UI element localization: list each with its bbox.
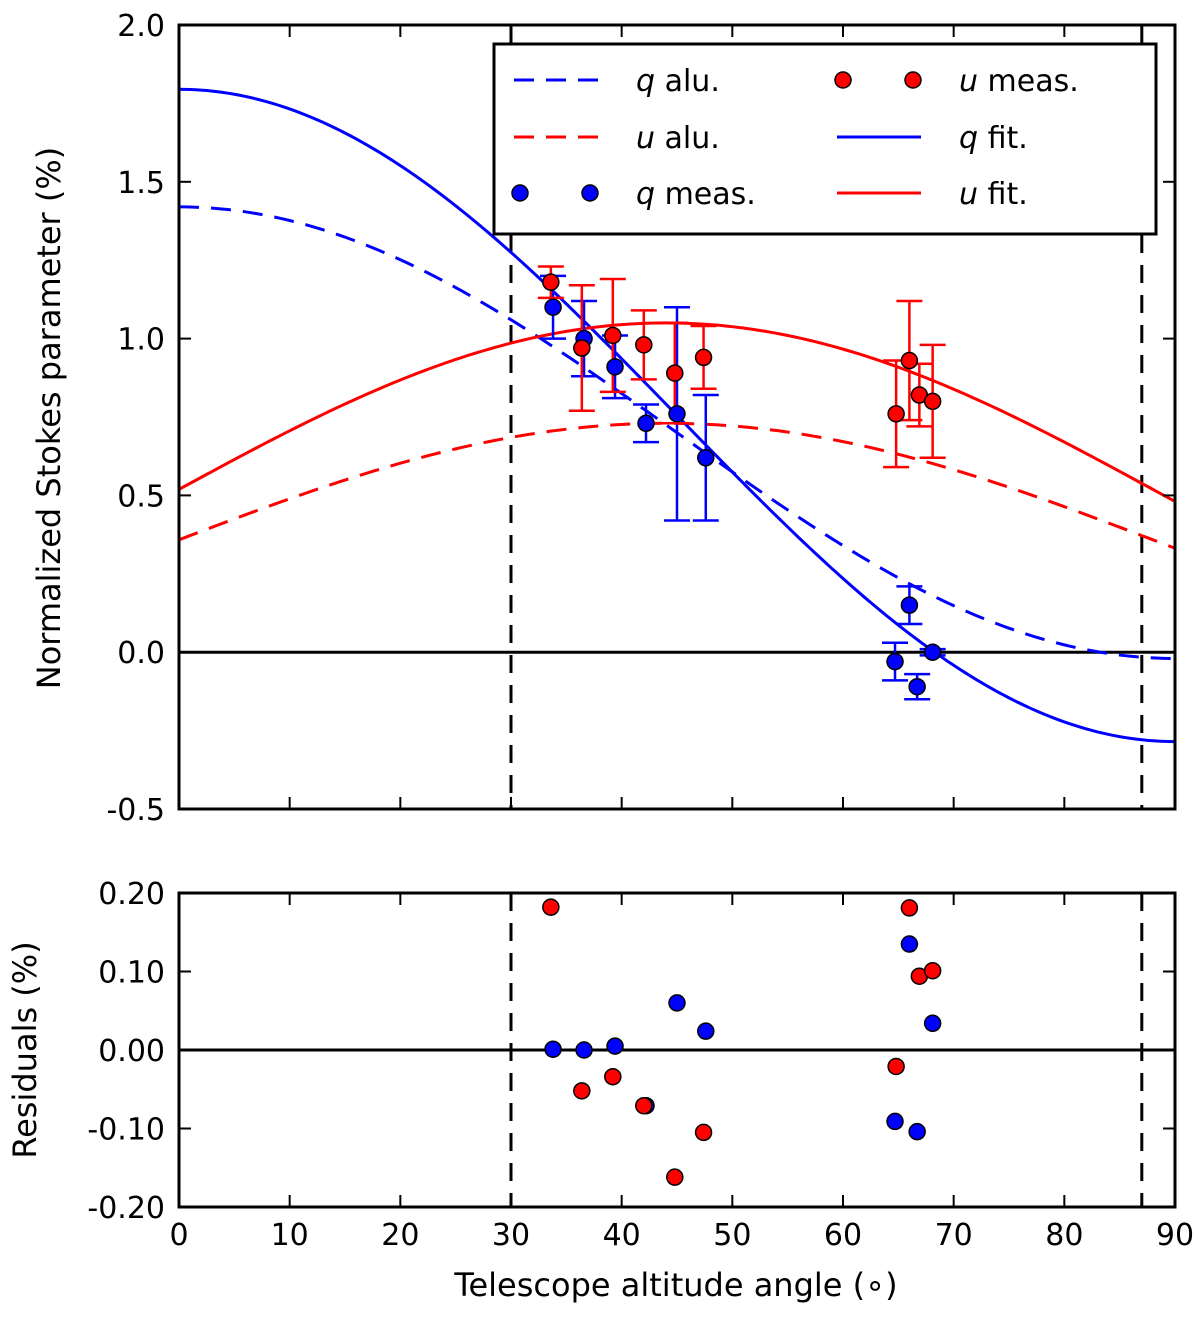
legend-label: u alu. [636,121,720,156]
y-tick-label: -0.5 [106,793,165,828]
u-point [635,336,653,354]
x-tick-label: 50 [713,1218,751,1253]
legend-text: meas. [655,177,756,212]
y-tick-label: 0.00 [98,1034,165,1069]
u-point [604,326,622,345]
q-point [606,358,624,376]
u-point [900,351,919,370]
q-point [908,677,926,696]
y-tick-label: 1.5 [117,166,165,201]
q-point [900,935,919,953]
legend-label: u fit. [959,177,1028,212]
q-point [544,298,562,316]
legend-text: alu. [655,64,720,99]
y-tick-label: 0.10 [98,956,165,991]
q-point [923,1014,942,1033]
u-point [887,1057,905,1076]
x-tick-label: 70 [935,1218,973,1253]
y-tick-label: -0.10 [87,1113,165,1148]
u-point [573,1082,591,1100]
u-point [900,899,919,917]
u-point [635,1096,653,1115]
u-point [923,961,942,980]
q-point [606,1037,624,1055]
top-panel: 2.01.51.00.50.0-0.5q alu.u alu.q meas.u … [106,9,1177,828]
x-tick-label: 30 [492,1218,530,1253]
u-point [666,364,684,382]
legend-marker [904,71,922,89]
legend-text: fit. [978,177,1028,212]
legend-label: q fit. [959,121,1028,156]
legend-marker [581,184,599,202]
q-point [668,994,686,1012]
legend-text: fit. [978,121,1028,156]
q-point [886,652,904,671]
y-tick-label: 2.0 [117,9,165,44]
legend-marker [511,184,529,202]
legend-box [492,42,1158,236]
bottom-panel: 0.20 0.10 0.00 -0.10 -0.200 10 20 30 40 50 60 70 80 9… [87,877,1194,1253]
u-point [694,348,713,367]
u-point [573,339,591,357]
x-tick-label: 80 [1045,1218,1083,1253]
legend-var: u [959,64,978,99]
y-tick-label: 0.20 [98,877,165,912]
u-point [666,1168,684,1186]
legend-var: u [959,177,978,212]
x-tick-label: 40 [603,1218,641,1253]
q-point [697,449,715,467]
q-point [697,1022,715,1040]
x-tick-label: 0 [169,1218,188,1253]
legend-label: q meas. [636,177,756,212]
legend-var: q [959,121,978,156]
legend-text: meas. [978,64,1079,99]
q-point [908,1122,926,1141]
y-tick-label: 0.0 [117,636,165,671]
x-tick-label: 90 [1156,1218,1194,1253]
y-tick-label: 1.0 [117,323,165,358]
legend-var: u [636,121,655,156]
x-tick-label: 60 [824,1218,862,1253]
u-point [542,273,560,291]
legend: q alu.u alu.q meas.u meas.q fit.u fit. [492,42,1158,236]
x-tick-label: 10 [271,1218,309,1253]
y-tick-label: -0.20 [87,1191,165,1226]
plot-frame [177,23,1177,811]
u-point [923,392,942,411]
q-point [544,1040,562,1058]
q-point [637,414,655,433]
legend-label: u meas. [959,64,1079,99]
u-point [887,405,905,423]
top-y-axis-label: Normalized Stokes parameter (%) [30,147,68,689]
bottom-y-axis-label: Residuals (%) [6,941,44,1158]
u-point [604,1067,622,1086]
q-point [900,596,919,614]
legend-marker [834,71,852,89]
legend-text: alu. [655,121,720,156]
legend-var: q [636,177,655,212]
u-point [542,898,560,916]
u-point [694,1123,713,1142]
q-point [668,405,686,423]
x-tick-label: 20 [381,1218,419,1253]
q-point [575,1041,593,1059]
y-tick-label: 0.5 [117,479,165,514]
q-point [886,1112,904,1131]
q-point [923,643,942,661]
legend-var: q [636,64,655,99]
x-axis-label: Telescope altitude angle (∘) [453,1266,897,1304]
legend-label: q alu. [636,64,720,99]
